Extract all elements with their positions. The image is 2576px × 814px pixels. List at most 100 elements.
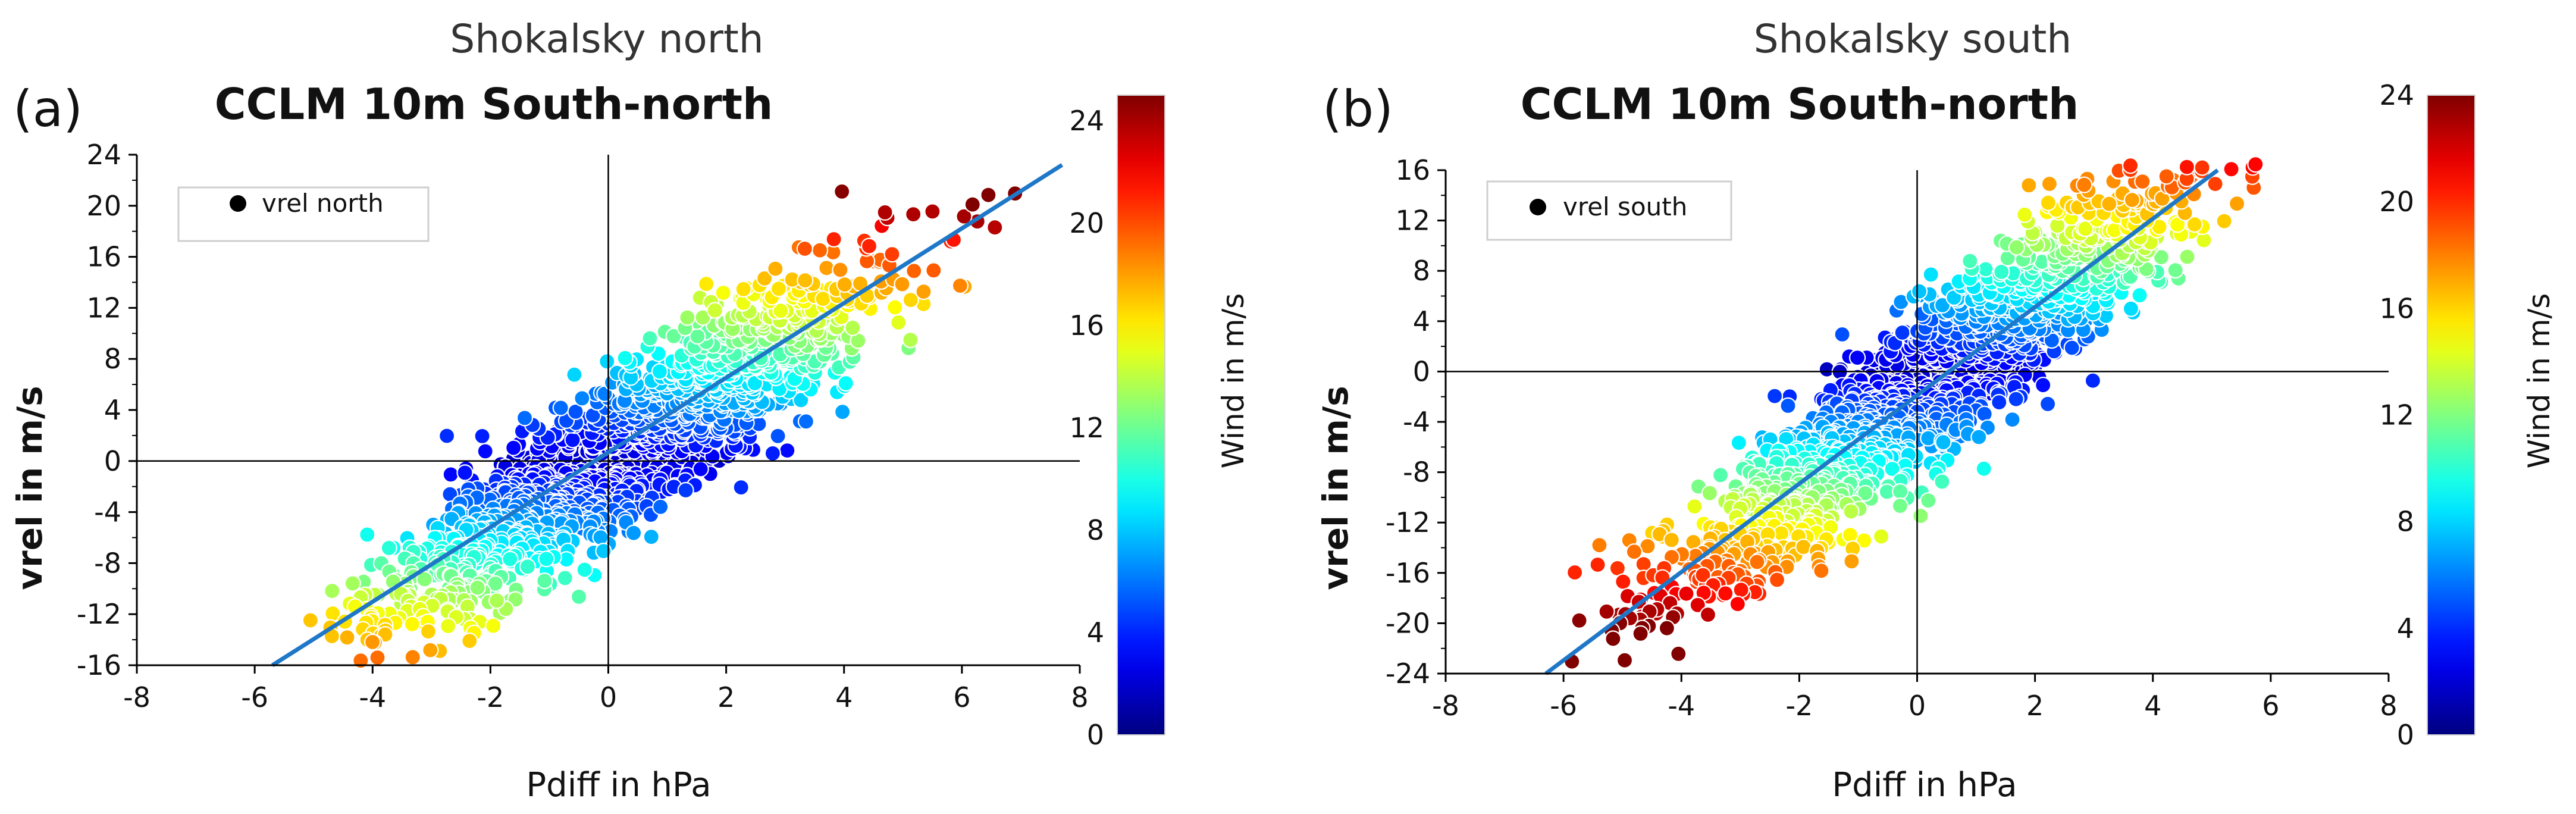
scatter-point bbox=[1571, 612, 1588, 629]
y-tick-label: 16 bbox=[86, 241, 121, 273]
x-tick-label: 2 bbox=[717, 681, 735, 713]
scatter-point bbox=[2020, 177, 2038, 194]
scatter-point bbox=[369, 649, 386, 666]
colorbar-tick-label: 24 bbox=[1069, 105, 1104, 137]
colorbar-tick-label: 4 bbox=[2397, 612, 2414, 644]
scatter-point bbox=[1748, 553, 1766, 571]
scatter-point bbox=[706, 302, 723, 319]
scatter-point bbox=[2123, 192, 2141, 209]
scatter-point bbox=[403, 615, 421, 633]
scatter-point bbox=[1689, 596, 1706, 613]
panel-b: Shokalsky south (b) CCLM 10m South-north… bbox=[1288, 0, 2576, 812]
x-tick-label: 8 bbox=[1071, 681, 1088, 713]
scatter-point bbox=[516, 409, 534, 427]
scatter-point bbox=[1842, 503, 1860, 520]
scatter-point bbox=[625, 524, 643, 541]
scatter-point bbox=[905, 206, 922, 223]
x-tick-label: 4 bbox=[2144, 690, 2161, 722]
scatter-point bbox=[477, 443, 494, 460]
legend-label: vrel north bbox=[262, 189, 384, 218]
scatter-point bbox=[416, 571, 433, 588]
x-tick-label: 0 bbox=[1909, 690, 1926, 722]
scatter-point bbox=[359, 526, 376, 543]
scatter-point bbox=[1970, 428, 1988, 446]
scatter-point bbox=[2167, 262, 2184, 279]
panel-suptitle: Shokalsky north bbox=[450, 16, 763, 62]
regression-line bbox=[1544, 168, 2219, 675]
y-tick-label: -16 bbox=[77, 649, 121, 681]
scatter-point bbox=[442, 466, 459, 483]
scatter-point bbox=[1678, 585, 1695, 602]
colorbar-label: Wind in m/s bbox=[1216, 293, 1251, 469]
scatter-point bbox=[698, 275, 715, 293]
scatter-point bbox=[2215, 212, 2233, 230]
scatter-point bbox=[380, 539, 397, 557]
scatter-point bbox=[643, 528, 660, 546]
scatter-point bbox=[1920, 430, 1937, 447]
scatter-point bbox=[2007, 390, 2025, 408]
colorbar-bar bbox=[1117, 95, 1165, 735]
chart-panel-b: Shokalsky south (b) CCLM 10m South-north… bbox=[1315, 16, 2556, 804]
scatter-point bbox=[1616, 652, 1634, 669]
scatter-point bbox=[1891, 483, 1909, 500]
y-tick-label: 8 bbox=[1413, 255, 1430, 287]
scatter-point bbox=[924, 203, 941, 220]
colorbar-tick-label: 16 bbox=[2379, 292, 2414, 324]
scatter-point bbox=[651, 363, 669, 380]
scatter-point bbox=[764, 444, 782, 462]
scatter-point bbox=[2186, 216, 2203, 233]
scatter-point bbox=[756, 270, 773, 287]
scatter-point bbox=[2004, 411, 2021, 428]
scatter-point bbox=[677, 481, 694, 499]
colorbar-bar bbox=[2427, 95, 2475, 735]
y-axis-label: vrel in m/s bbox=[10, 386, 50, 590]
scatter-point bbox=[772, 302, 789, 320]
scatter-point bbox=[440, 617, 457, 635]
scatter-point bbox=[980, 186, 997, 204]
scatter-point bbox=[2101, 195, 2118, 212]
scatter-point bbox=[902, 331, 919, 349]
y-axis-label: vrel in m/s bbox=[1315, 386, 1356, 590]
scatter-point bbox=[925, 262, 942, 279]
scatter-point bbox=[574, 390, 591, 407]
scatter-point bbox=[566, 366, 583, 383]
scatter-point bbox=[833, 403, 851, 421]
colorbar-tick-label: 8 bbox=[2397, 506, 2414, 538]
scatter-point bbox=[556, 569, 574, 587]
y-tick-label: -16 bbox=[1386, 557, 1430, 589]
legend-marker bbox=[230, 195, 246, 212]
y-tick-label: 4 bbox=[104, 394, 121, 426]
scatter-point bbox=[461, 632, 478, 650]
scatter-point bbox=[1730, 434, 1747, 452]
panel-label: (b) bbox=[1323, 80, 1393, 138]
scatter-point bbox=[902, 292, 919, 309]
scatter-point bbox=[792, 392, 810, 409]
scatter-point bbox=[1872, 528, 1890, 545]
colorbar-tick-label: 24 bbox=[2379, 79, 2414, 111]
colorbar-tick-label: 12 bbox=[1069, 412, 1104, 444]
scatter-point bbox=[1604, 630, 1622, 647]
scatter-point bbox=[344, 575, 361, 592]
scatter-point bbox=[1795, 539, 1812, 556]
colorbar-tick-label: 12 bbox=[2379, 399, 2414, 431]
scatter-point bbox=[986, 219, 1004, 236]
scatter-point bbox=[955, 208, 973, 225]
scatter-point bbox=[641, 330, 659, 347]
scatter-point bbox=[2008, 239, 2025, 256]
scatter-point bbox=[860, 237, 878, 255]
legend-box bbox=[1486, 180, 1732, 241]
scatter-point bbox=[576, 561, 593, 578]
scatter-point bbox=[488, 592, 506, 609]
scatter-point bbox=[519, 558, 537, 575]
x-tick-label: -4 bbox=[1668, 690, 1695, 722]
scatter-point bbox=[1910, 283, 1928, 300]
scatter-point bbox=[1912, 507, 1929, 525]
scatter-point bbox=[679, 309, 696, 326]
colorbar-tick-label: 20 bbox=[2379, 186, 2414, 218]
scatter-point bbox=[1834, 325, 1851, 343]
scatter-point bbox=[1843, 553, 1860, 570]
scatter-point bbox=[1598, 603, 1615, 620]
scatter-point bbox=[1922, 266, 1939, 283]
scatter-point bbox=[818, 259, 835, 277]
y-tick-label: 8 bbox=[104, 343, 121, 375]
